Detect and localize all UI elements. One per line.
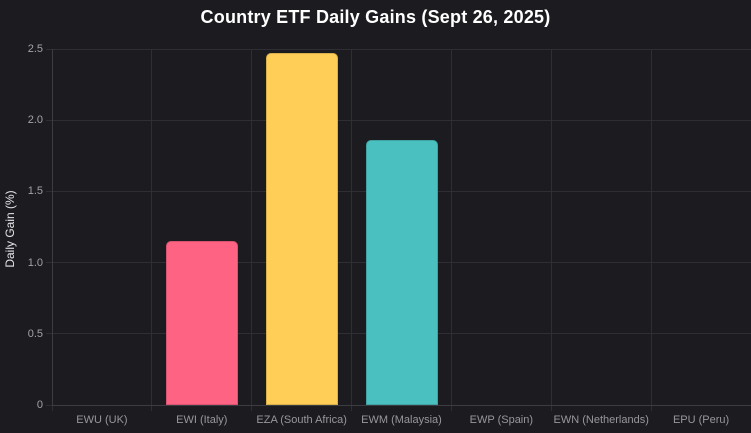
y-tick-label: 1.5: [27, 185, 43, 198]
x-axis-tick-label-ewp-spain: EWP (Spain): [469, 414, 534, 426]
y-tick-mark: [46, 48, 52, 50]
grid-line-v: [351, 49, 353, 405]
bar-ewm-malaysia: [365, 140, 438, 405]
bar-ewi-italy: [165, 241, 238, 405]
x-tick-mark: [650, 405, 652, 411]
x-axis-tick-label-ewn-netherlands: EWN (Netherlands): [553, 414, 649, 426]
x-tick-mark: [550, 405, 552, 411]
grid-line-h: [52, 48, 751, 50]
x-tick-mark: [251, 405, 253, 411]
y-tick-mark: [46, 190, 52, 192]
bar-eza-south-africa: [265, 53, 338, 405]
x-tick-mark: [450, 405, 452, 411]
x-axis-tick-label-ewm-malaysia: EWM (Malaysia): [361, 414, 442, 426]
y-tick-label: 0: [36, 399, 43, 411]
x-tick-mark: [51, 405, 53, 411]
x-axis-tick-label-ewi-italy: EWI (Italy): [176, 414, 228, 426]
y-tick-mark: [46, 119, 52, 121]
grid-line-v: [151, 49, 153, 405]
y-tick-label: 2.0: [27, 114, 43, 127]
x-axis-tick-label-epu-peru: EPU (Peru): [672, 414, 730, 426]
y-axis-line: [51, 49, 53, 405]
x-tick-mark: [351, 405, 353, 411]
grid-line-v: [251, 49, 253, 405]
grid-line-v: [550, 49, 552, 405]
x-axis-tick-label-eza-south-africa: EZA (South Africa): [256, 414, 347, 426]
y-tick-mark: [46, 333, 52, 335]
y-tick-label: 0.5: [27, 327, 43, 340]
grid-line-v: [450, 49, 452, 405]
x-axis-tick-label-ewu-uk: EWU (UK): [76, 414, 128, 426]
grid-line-h: [52, 119, 751, 121]
y-tick-label: 1.0: [27, 256, 43, 269]
y-tick-mark: [46, 262, 52, 264]
y-tick-mark: [46, 404, 52, 406]
x-tick-mark: [151, 405, 153, 411]
grid-line-v: [650, 49, 652, 405]
x-axis-line: [52, 404, 751, 406]
y-tick-label: 2.5: [27, 43, 43, 55]
chart-title: Country ETF Daily Gains (Sept 26, 2025): [200, 7, 551, 27]
